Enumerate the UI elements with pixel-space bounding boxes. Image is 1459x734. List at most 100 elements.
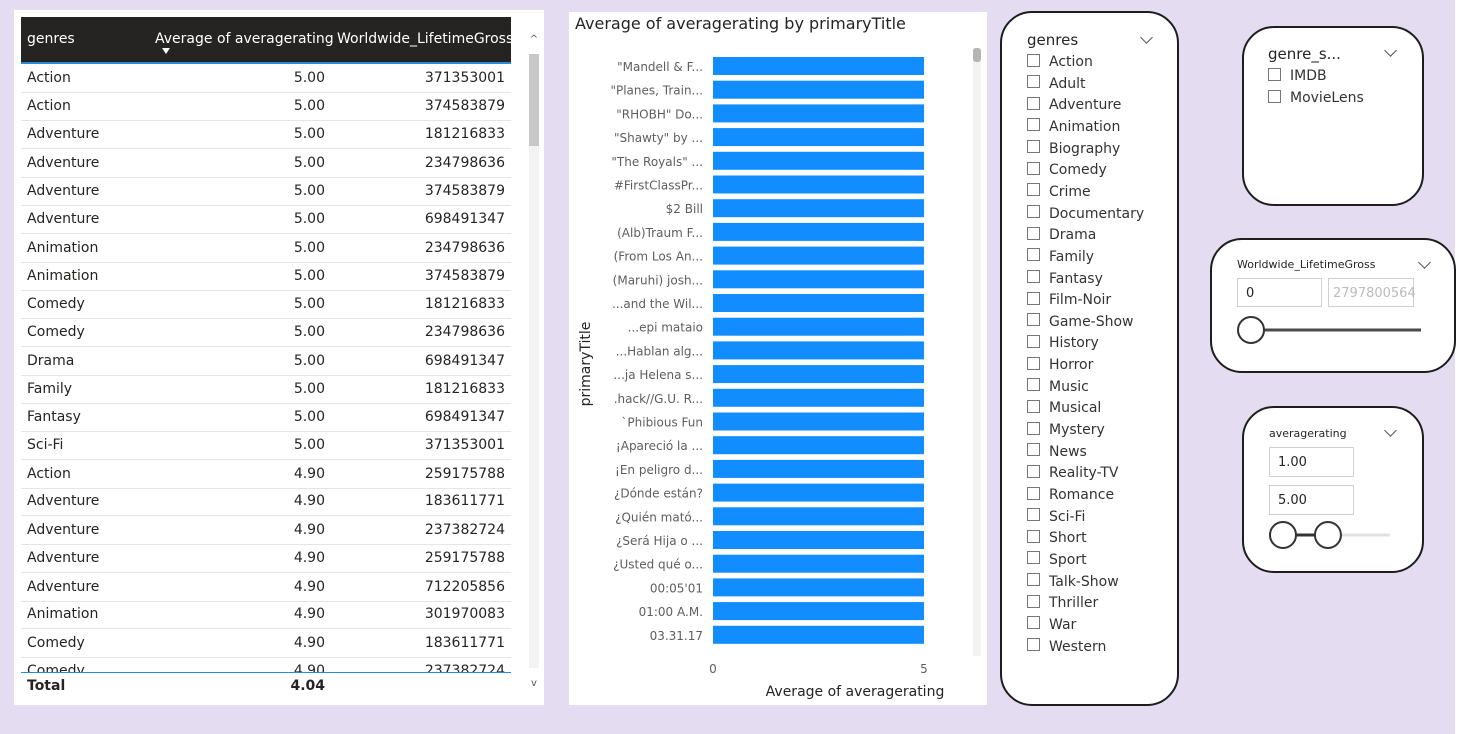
table-vertical-scrollbar[interactable]: ^ v [527,28,541,693]
table-row[interactable]: Adventure 5.00 181216833 [21,120,511,149]
rating-slider-min-handle[interactable] [1269,521,1297,549]
checkbox-icon[interactable] [1027,226,1040,240]
table-row[interactable]: Family 5.00 181216833 [21,375,511,404]
genre-option[interactable]: Drama [1027,226,1096,248]
bar[interactable] [713,270,924,289]
table-row[interactable]: Comedy 5.00 181216833 [21,290,511,319]
genre-option[interactable]: Mystery [1027,421,1105,443]
gross-max-input[interactable]: 2797800564 [1328,278,1416,307]
table-row[interactable]: Animation 5.00 374583879 [21,262,511,291]
rating-max-input[interactable]: 5.00 [1269,485,1354,515]
genre-option[interactable]: Reality-TV [1027,464,1119,486]
bar[interactable] [713,436,924,455]
genre-source-option[interactable]: MovieLens [1268,89,1364,111]
genre-option[interactable]: Adult [1027,75,1085,97]
rating-range-slider[interactable] [1269,521,1394,551]
checkbox-icon[interactable] [1027,75,1040,89]
checkbox-icon[interactable] [1027,573,1040,587]
chevron-down-icon[interactable] [1418,256,1431,269]
genre-option[interactable]: Sci-Fi [1027,508,1085,530]
table-row[interactable]: Adventure 5.00 234798636 [21,149,511,178]
genre-option[interactable]: Short [1027,529,1087,551]
table-row[interactable]: Drama 5.00 698491347 [21,347,511,376]
column-header-average-rating[interactable]: Average of averagerating [155,31,334,47]
chevron-down-icon[interactable] [1384,44,1397,57]
sort-descending-icon[interactable] [162,48,170,54]
genre-option[interactable]: Western [1027,638,1106,660]
genre-option[interactable]: Musical [1027,399,1101,421]
genre-option[interactable]: Animation [1027,118,1120,140]
bar[interactable] [713,57,924,75]
checkbox-icon[interactable] [1027,270,1040,283]
table-body[interactable]: Action 5.00 371353001 Action 5.00 374583879 Ad… [21,64,511,672]
checkbox-icon[interactable] [1027,421,1040,435]
checkbox-icon[interactable] [1027,594,1040,608]
bar[interactable] [713,199,924,218]
checkbox-icon[interactable] [1027,334,1040,348]
scroll-up-icon[interactable]: ^ [529,34,539,45]
bar[interactable] [713,507,924,526]
checkbox-icon[interactable] [1027,508,1040,522]
bar[interactable] [713,554,924,573]
genre-option[interactable]: Biography [1027,140,1120,162]
genre-option[interactable]: Family [1027,248,1094,270]
checkbox-icon[interactable] [1027,486,1040,500]
checkbox-icon[interactable] [1027,529,1040,543]
checkbox-icon[interactable] [1027,161,1040,175]
bar[interactable] [713,531,924,549]
checkbox-icon[interactable] [1027,205,1040,219]
checkbox-icon[interactable] [1268,67,1281,81]
table-row[interactable]: Action 5.00 371353001 [21,64,511,93]
genre-option[interactable]: Game-Show [1027,313,1134,335]
table-row[interactable]: Adventure 4.90 237382724 [21,516,511,545]
chart-scroll-thumb[interactable] [973,48,981,62]
table-row[interactable]: Fantasy 5.00 698491347 [21,403,511,432]
genre-source-option[interactable]: IMDB [1268,67,1327,89]
genre-option[interactable]: History [1027,334,1099,356]
table-row[interactable]: Animation 4.90 301970083 [21,600,511,629]
bar[interactable] [713,151,924,170]
scroll-track[interactable] [529,54,539,668]
genre-option[interactable]: Fantasy [1027,270,1103,292]
checkbox-icon[interactable] [1027,464,1040,478]
chart-scrollbar[interactable] [973,48,981,656]
genre-option[interactable]: Talk-Show [1027,573,1119,595]
checkbox-icon[interactable] [1027,551,1040,565]
bar[interactable] [713,625,924,644]
checkbox-icon[interactable] [1027,53,1040,67]
bar[interactable] [713,483,924,502]
bar[interactable] [713,222,924,241]
table-row[interactable]: Action 4.90 259175788 [21,460,511,489]
genre-option[interactable]: Crime [1027,183,1091,205]
bar[interactable] [713,246,924,265]
genre-option[interactable]: News [1027,443,1087,465]
checkbox-icon[interactable] [1027,638,1040,652]
bar[interactable] [713,365,924,384]
table-row[interactable]: Adventure 4.90 259175788 [21,544,511,573]
checkbox-icon[interactable] [1027,356,1040,370]
gross-range-slider[interactable] [1237,316,1427,346]
checkbox-icon[interactable] [1268,89,1281,103]
genre-option[interactable]: Romance [1027,486,1114,508]
checkbox-icon[interactable] [1027,291,1040,305]
checkbox-icon[interactable] [1027,248,1040,262]
checkbox-icon[interactable] [1027,313,1040,327]
table-row[interactable]: Animation 5.00 234798636 [21,234,511,263]
chevron-down-icon[interactable] [1384,424,1397,437]
genre-option[interactable]: Adventure [1027,96,1121,118]
gross-slider-handle[interactable] [1237,316,1265,344]
table-row[interactable]: Comedy 4.90 183611771 [21,629,511,658]
checkbox-icon[interactable] [1027,399,1040,413]
checkbox-icon[interactable] [1027,96,1040,110]
bar[interactable] [713,80,924,99]
genre-option[interactable]: Thriller [1027,594,1098,616]
scroll-thumb[interactable] [529,54,539,146]
bar[interactable] [713,294,924,312]
genre-option[interactable]: Music [1027,378,1089,400]
bar[interactable] [713,459,924,478]
column-header-genres[interactable]: genres [27,31,75,47]
table-row[interactable]: Action 5.00 374583879 [21,92,511,121]
checkbox-icon[interactable] [1027,378,1040,392]
bar[interactable] [713,578,924,597]
genre-option[interactable]: Sport [1027,551,1087,573]
